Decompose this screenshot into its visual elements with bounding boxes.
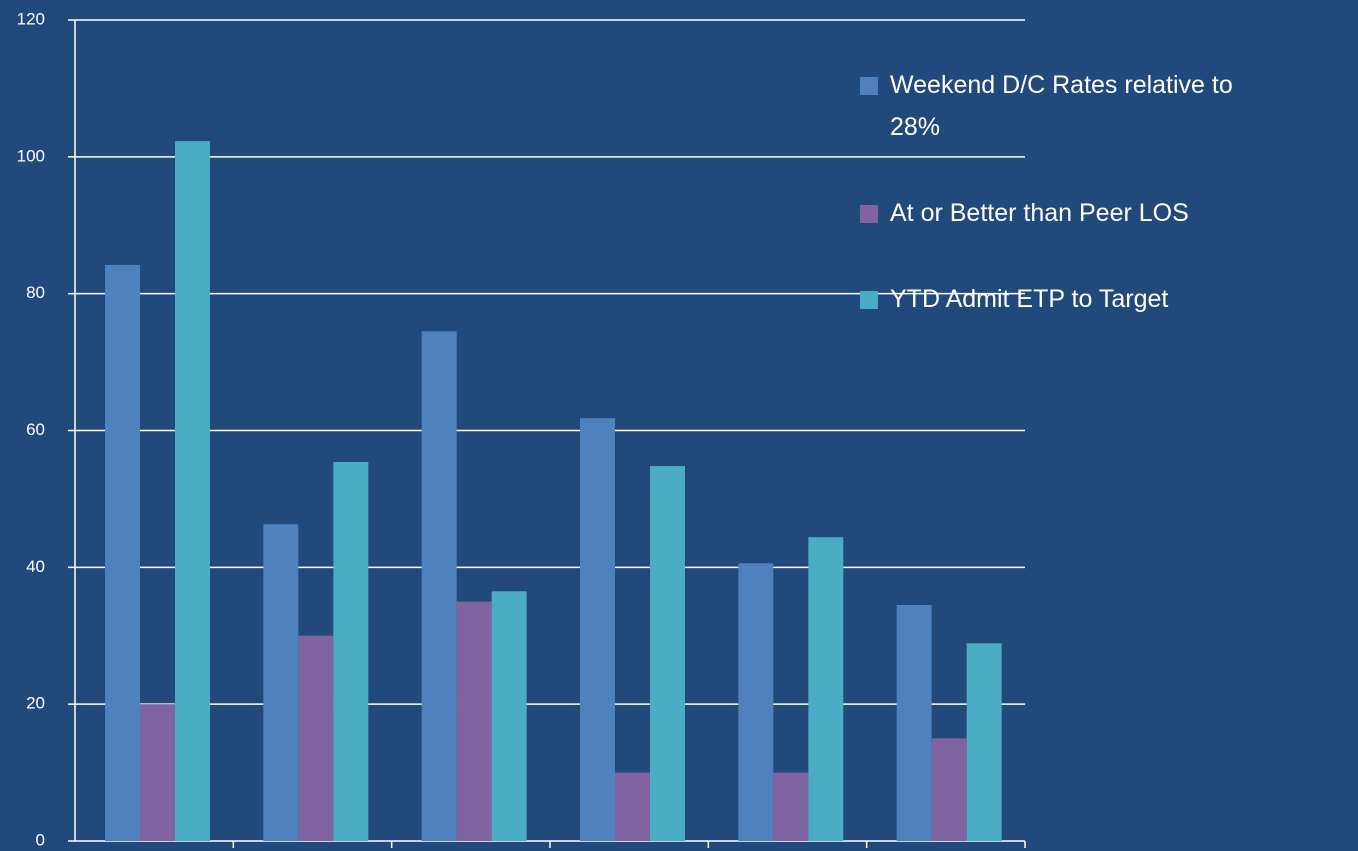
bar <box>738 563 774 841</box>
bar <box>175 141 210 841</box>
y-tick-label: 60 <box>26 420 45 439</box>
legend-swatch <box>860 205 878 223</box>
bar <box>105 264 140 842</box>
legend-item: At or Better than Peer LOS <box>860 192 1260 234</box>
legend: Weekend D/C Rates relative to 28% At or B… <box>860 64 1260 364</box>
bar <box>456 601 492 841</box>
bar <box>773 772 809 841</box>
bar <box>808 537 844 841</box>
bar <box>966 643 1002 841</box>
bar <box>580 418 615 841</box>
y-tick-label: 40 <box>26 557 45 576</box>
legend-swatch <box>860 291 878 309</box>
legend-label: At or Better than Peer LOS <box>890 199 1189 227</box>
y-tick-label: 100 <box>17 146 45 165</box>
bar <box>263 524 299 841</box>
legend-label: Weekend D/C Rates relative to 28% <box>890 71 1233 141</box>
y-tick-label: 80 <box>26 283 45 302</box>
y-tick-label: 120 <box>17 9 45 28</box>
legend-item: YTD Admit ETP to Target <box>860 278 1260 320</box>
bar <box>491 591 527 841</box>
bar <box>650 466 685 841</box>
bar <box>140 704 175 841</box>
bar <box>421 331 457 841</box>
legend-label: YTD Admit ETP to Target <box>890 285 1169 313</box>
bar <box>896 604 932 841</box>
bar <box>931 738 967 841</box>
legend-swatch <box>860 77 878 95</box>
y-tick-label: 20 <box>26 694 45 713</box>
y-tick-label: 0 <box>36 830 45 849</box>
legend-item: Weekend D/C Rates relative to 28% <box>860 64 1260 148</box>
bar <box>298 635 334 841</box>
bar <box>615 772 650 841</box>
bar <box>333 461 369 841</box>
